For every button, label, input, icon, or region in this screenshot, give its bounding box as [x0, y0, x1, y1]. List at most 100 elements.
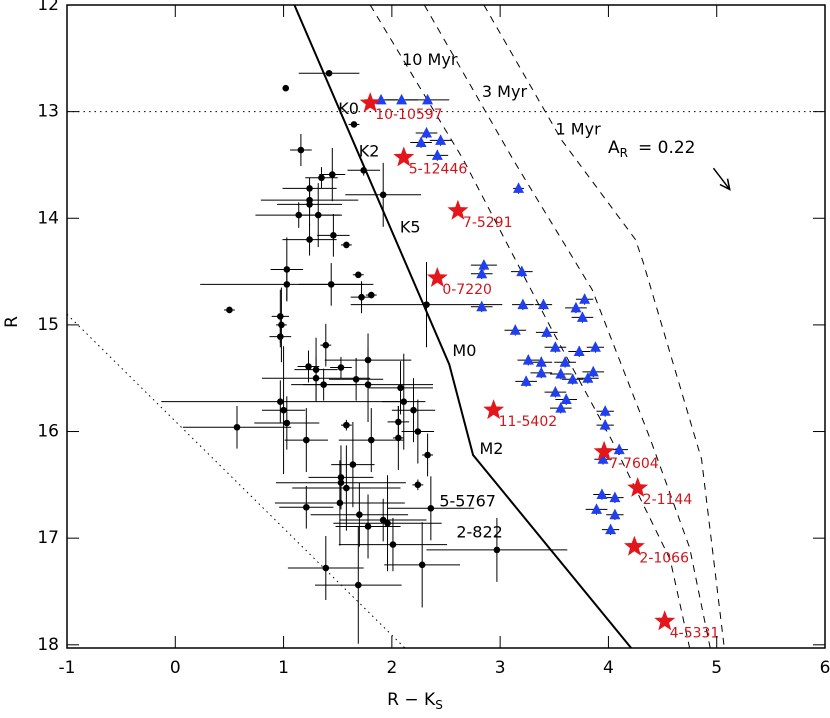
annotation: 3 Myr [482, 82, 528, 101]
y-tick-label: 15 [37, 315, 59, 335]
point [282, 84, 290, 92]
point [306, 185, 313, 192]
extinction-arrow [712, 167, 731, 190]
star-label: 5-12446 [409, 161, 468, 177]
triangle-point [478, 259, 490, 270]
triangle-point [375, 93, 387, 105]
point [423, 301, 430, 308]
triangle-point [579, 293, 591, 304]
point [356, 511, 363, 519]
triangle-point [513, 182, 525, 193]
curve-dotted [67, 313, 406, 648]
point [277, 333, 284, 340]
y-axis-label: R [2, 316, 22, 328]
triangle-point [537, 298, 549, 310]
annotation: K0 [338, 99, 359, 118]
star-label: 7-5291 [463, 215, 513, 231]
annotation: K2 [359, 142, 380, 161]
triangle-point [517, 298, 529, 310]
point [312, 366, 320, 373]
triangle-point [421, 126, 433, 138]
point [330, 232, 337, 239]
extinction-sub: R [620, 145, 628, 159]
annotation: 1 Myr [556, 119, 602, 138]
point [410, 406, 417, 414]
triangle-point [396, 93, 408, 105]
x-tick-label: 1 [278, 658, 289, 678]
triangle-point [587, 365, 599, 377]
triangle-point [613, 443, 625, 455]
triangle-point [516, 265, 528, 277]
triangle-point [559, 356, 571, 367]
point [395, 434, 402, 442]
curves [67, 5, 825, 648]
y-tick-label: 18 [37, 635, 59, 655]
x-tick-label: 5 [711, 658, 722, 678]
point [283, 281, 291, 288]
y-tick-label: 17 [37, 528, 59, 548]
triangle-point [535, 356, 547, 367]
point [427, 505, 435, 512]
point [352, 375, 360, 383]
plot-frame [66, 4, 826, 649]
x-axis-label: R − KS [387, 690, 443, 712]
point [397, 384, 404, 392]
triangle-point [573, 345, 585, 357]
star-point [426, 267, 448, 287]
annotation: 5-5767 [439, 491, 496, 510]
star-point [393, 146, 415, 167]
triangle-point [549, 341, 561, 352]
point [320, 381, 327, 388]
star-label: 2-1066 [639, 551, 689, 567]
point [336, 499, 344, 507]
triangle-point [605, 523, 617, 535]
point [306, 201, 313, 208]
x-label-sub: S [435, 698, 443, 712]
point [280, 406, 287, 414]
point [364, 356, 372, 364]
triangle-point [549, 386, 561, 397]
point [322, 564, 330, 572]
star-point [359, 92, 381, 112]
point [327, 281, 335, 288]
point [325, 69, 333, 77]
annotation: 10 Myr [402, 50, 458, 69]
triangle-point [555, 367, 567, 379]
point [349, 461, 357, 468]
point [337, 364, 345, 371]
star-point [627, 477, 649, 497]
point [364, 381, 372, 388]
star-label: 10-10597 [375, 107, 442, 123]
point [318, 174, 325, 182]
point [343, 484, 350, 492]
triangle-point [431, 149, 443, 160]
star-label: 4-5331 [670, 625, 720, 641]
point [414, 428, 422, 435]
curve-solid [293, 5, 632, 648]
point [306, 236, 313, 243]
x-tick-label: 4 [603, 658, 614, 678]
star-point [447, 199, 469, 220]
point [343, 241, 350, 249]
point [233, 423, 241, 431]
point [354, 271, 362, 279]
annotation: 2-822 [456, 522, 503, 541]
y-tick-label: 12 [37, 0, 59, 15]
point [322, 341, 330, 349]
star-point [593, 440, 615, 461]
point [278, 321, 285, 329]
point [303, 503, 310, 511]
extinction-label: AR = 0.22 [608, 138, 695, 160]
curve-dashed [483, 5, 725, 648]
point [414, 481, 422, 489]
x-label-main: R − K [387, 690, 436, 710]
point [329, 171, 336, 178]
star-point [654, 610, 676, 631]
point [367, 291, 375, 299]
triangle-point [435, 134, 447, 145]
point [297, 146, 305, 154]
annotation: M2 [479, 439, 503, 458]
point [337, 479, 345, 487]
x-tick-label: 6 [820, 658, 830, 678]
